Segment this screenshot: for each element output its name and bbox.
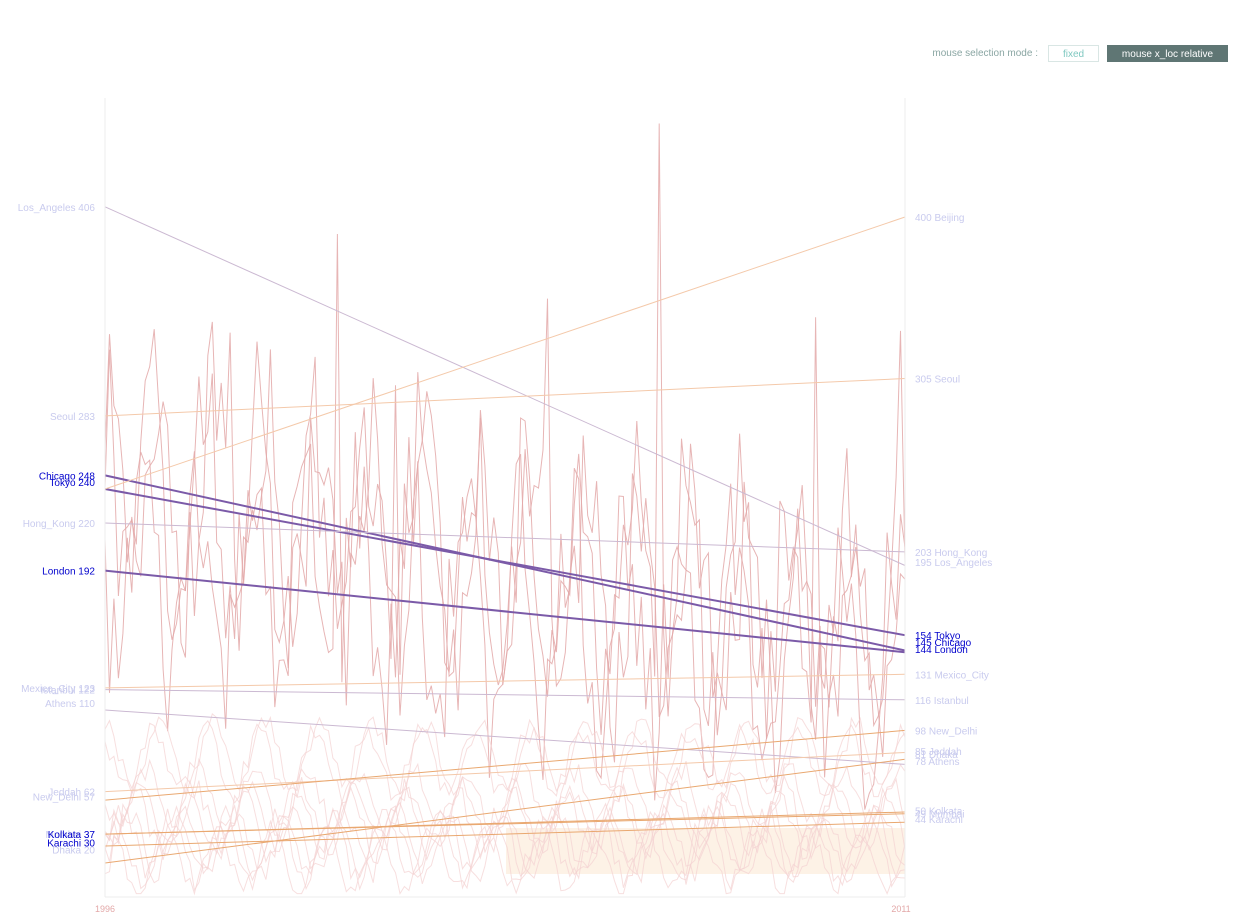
monthly-series-istanbul [104, 720, 906, 805]
left-label-mumbai-37: Mumbai 37 [46, 830, 96, 841]
slope-line-los-angeles [104, 206, 906, 566]
monthly-series-new-delhi [104, 780, 906, 865]
right-label-145-chicago: 145 Chicago [915, 638, 972, 649]
right-label-85-jeddah: 85 Jeddah [915, 747, 962, 758]
left-label-london-192: London 192 [42, 567, 95, 578]
monthly-series-dhaka [104, 819, 906, 896]
monthly-series-tokyo [104, 123, 906, 740]
monthly-series-london [104, 233, 906, 810]
slope-line-seoul [104, 378, 906, 417]
slope-line-athens [104, 709, 906, 765]
slope-line-istanbul [104, 689, 906, 701]
mouse-x-loc-relative-button[interactable]: mouse x_loc relative [1107, 45, 1228, 62]
right-label-144-london: 144 London [915, 645, 968, 656]
slope-line-beijing [104, 216, 906, 490]
left-label-los-angeles-406: Los_Angeles 406 [18, 203, 96, 214]
slope-line-dhaka [104, 758, 906, 864]
right-label-203-hong-kong: 203 Hong_Kong [915, 548, 987, 559]
left-label-karachi-30: Karachi 30 [47, 839, 95, 850]
mouse-selection-mode-label: mouse selection mode : [932, 48, 1038, 59]
right-label-50-kolkata: 50 Kolkata [915, 806, 963, 817]
monthly-series-kolkata [104, 802, 906, 885]
left-label-athens-110: Athens 110 [45, 699, 95, 710]
mouse-selection-controls: mouse selection mode : fixed mouse x_loc… [932, 45, 1228, 62]
monthly-series-karachi [104, 807, 906, 892]
slope-line-kolkata [104, 811, 906, 835]
slope-line-tokyo [104, 488, 906, 637]
left-label-dhaka-20: Dhaka 20 [52, 845, 95, 856]
fixed-mode-button[interactable]: fixed [1048, 45, 1099, 62]
right-label-78-athens: 78 Athens [915, 757, 959, 768]
slope-line-london [104, 569, 906, 654]
slope-line-new-delhi [104, 729, 906, 801]
slope-line-hong-kong [104, 522, 906, 553]
slope-lines-layer [104, 206, 906, 864]
x-end-label: 2011 [891, 904, 910, 914]
x-start-label: 1996 [95, 904, 115, 914]
left-label-chicago-248: Chicago 248 [39, 471, 96, 482]
right-label-49-mumbai: 49 Mumbai [915, 810, 964, 821]
left-label-seoul-283: Seoul 283 [50, 412, 95, 423]
right-label-195-los-angeles: 195 Los_Angeles [915, 558, 992, 569]
left-label-istanbul-122: Istanbul 122 [41, 686, 96, 697]
left-label-tokyo-240: Tokyo 240 [49, 478, 95, 489]
right-label-116-istanbul: 116 Istanbul [915, 696, 969, 707]
left-label-kolkata-37: Kolkata 37 [48, 830, 96, 841]
right-label-98-new-delhi: 98 New_Delhi [915, 726, 977, 737]
left-labels-layer: Los_Angeles 406 Seoul 283 Chicago 248Tokyo… [18, 203, 96, 857]
slope-line-jeddah [104, 752, 906, 793]
left-label-new-delhi-57: New_Delhi 57 [33, 793, 96, 804]
right-label-44-karachi: 44 Karachi [915, 815, 963, 826]
right-label-81-dhaka: 81 Dhaka [915, 750, 958, 761]
slope-line-mexico-city [104, 673, 906, 689]
monthly-series-layer [104, 123, 906, 896]
left-label-hong-kong-220: Hong_Kong 220 [23, 519, 96, 530]
right-label-131-mexico-city: 131 Mexico_City [915, 670, 989, 681]
right-label-400-beijing: 400 Beijing [915, 213, 964, 224]
right-label-154-tokyo: 154 Tokyo [915, 631, 961, 642]
left-label-jeddah-62: Jeddah 62 [48, 788, 95, 799]
right-label-305-seoul: 305 Seoul [915, 375, 960, 386]
left-label-mexico-city-123: Mexico_City 123 [21, 684, 95, 695]
slope-line-karachi [104, 821, 906, 847]
